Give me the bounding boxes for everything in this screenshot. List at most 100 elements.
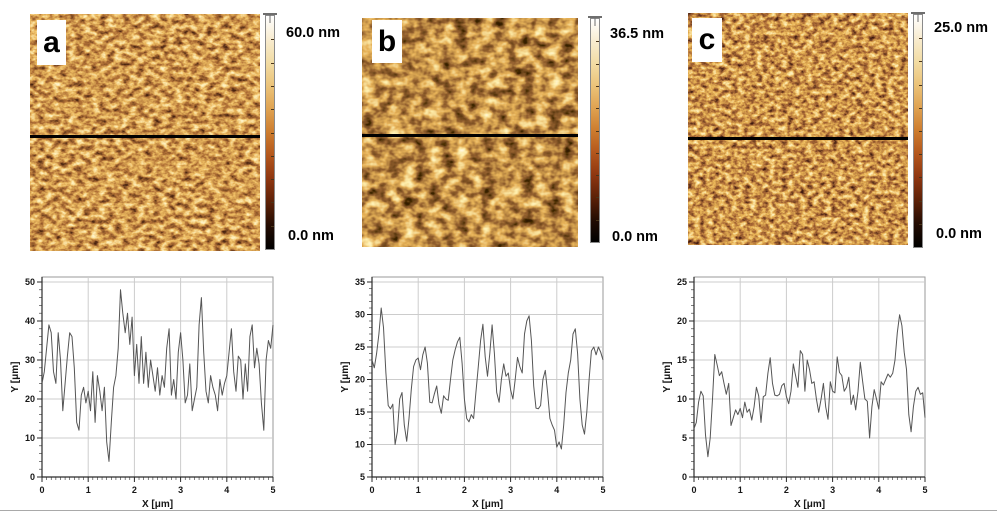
svg-text:4: 4 xyxy=(224,485,229,495)
svg-text:10: 10 xyxy=(25,433,35,443)
colorbar-tick xyxy=(919,200,922,202)
colorbar-tick xyxy=(919,38,922,40)
svg-text:0: 0 xyxy=(39,485,44,495)
svg-text:15: 15 xyxy=(677,355,687,365)
colorbar-tick xyxy=(271,132,274,134)
scale-max-label-c: 25.0 nm xyxy=(934,20,988,36)
panel-letter-b: b xyxy=(377,24,397,58)
svg-text:X [μm]: X [μm] xyxy=(472,499,503,510)
height-colorbar-b xyxy=(588,16,602,243)
svg-text:20: 20 xyxy=(677,316,687,326)
svg-text:3: 3 xyxy=(508,485,513,495)
svg-text:50: 50 xyxy=(25,277,35,287)
svg-text:4: 4 xyxy=(554,485,559,495)
afm-panel-a: a xyxy=(30,14,260,251)
colorbar-tick xyxy=(596,197,599,199)
height-profile-chart-b: 0 1 2 3 4 5 5 10 15 20 25 30 35 X [μm] Y [μm] xyxy=(340,276,606,510)
colorbar-tick xyxy=(919,107,922,109)
svg-text:20: 20 xyxy=(25,394,35,404)
svg-text:5: 5 xyxy=(360,472,365,482)
svg-text:35: 35 xyxy=(355,277,365,287)
height-profile-chart-c: 0 1 2 3 4 5 0 5 10 15 20 25 X [μm] Y [μm] xyxy=(662,276,928,510)
svg-text:3: 3 xyxy=(830,485,835,495)
svg-text:X [μm]: X [μm] xyxy=(142,499,173,510)
svg-text:4: 4 xyxy=(876,485,881,495)
svg-text:1: 1 xyxy=(416,485,421,495)
colorbar-tick xyxy=(271,202,274,204)
afm-panel-b: b xyxy=(362,18,578,247)
svg-text:0: 0 xyxy=(691,485,696,495)
colorbar-tick xyxy=(919,84,922,86)
colorbar-tick xyxy=(596,175,599,177)
colorbar-tick xyxy=(596,108,599,110)
colorbar-tick xyxy=(919,177,922,179)
svg-text:2: 2 xyxy=(784,485,789,495)
svg-text:0: 0 xyxy=(682,472,687,482)
colorbar-tick xyxy=(919,223,922,225)
height-colorbar-c xyxy=(911,12,925,248)
colorbar-tick xyxy=(919,154,922,156)
svg-text:10: 10 xyxy=(355,440,365,450)
scale-max-label-a: 60.0 nm xyxy=(286,25,340,41)
svg-text:15: 15 xyxy=(355,407,365,417)
panel-label-c: c xyxy=(692,18,722,62)
colorbar-tick xyxy=(596,152,599,154)
svg-text:5: 5 xyxy=(270,485,275,495)
svg-text:5: 5 xyxy=(600,485,605,495)
panel-label-b: b xyxy=(372,20,402,63)
scale-min-label-b: 0.0 nm xyxy=(612,229,658,245)
height-colorbar-a xyxy=(263,13,277,250)
svg-text:10: 10 xyxy=(677,394,687,404)
colorbar-tick xyxy=(596,85,599,87)
afm-image-c xyxy=(688,13,908,245)
afm-image-a xyxy=(30,14,260,251)
svg-text:30: 30 xyxy=(25,355,35,365)
svg-text:X [μm]: X [μm] xyxy=(794,499,825,510)
afm-panel-c: c xyxy=(688,13,908,245)
svg-text:25: 25 xyxy=(677,277,687,287)
scan-line-b xyxy=(362,134,578,137)
colorbar-tick xyxy=(919,131,922,132)
svg-text:Y [μm]: Y [μm] xyxy=(10,362,21,393)
colorbar-tick xyxy=(596,41,599,43)
colorbar-tick xyxy=(596,130,599,132)
colorbar-tick xyxy=(271,109,274,111)
scale-max-label-b: 36.5 nm xyxy=(610,26,664,42)
svg-text:2: 2 xyxy=(462,485,467,495)
colorbar-tick xyxy=(596,219,599,221)
svg-text:0: 0 xyxy=(30,472,35,482)
colorbar-cap-a xyxy=(263,13,277,15)
figure-bottom-border xyxy=(0,510,997,511)
panel-letter-c: c xyxy=(698,23,716,56)
panel-letter-a: a xyxy=(43,25,60,59)
svg-text:40: 40 xyxy=(25,316,35,326)
colorbar-tick xyxy=(596,63,599,65)
colorbar-tick xyxy=(271,62,274,64)
scan-line-a xyxy=(30,135,260,138)
colorbar-tick xyxy=(271,225,274,227)
svg-text:20: 20 xyxy=(355,375,365,385)
svg-text:1: 1 xyxy=(738,485,743,495)
colorbar-tick xyxy=(271,85,274,87)
scan-line-c xyxy=(688,137,908,140)
scale-min-label-a: 0.0 nm xyxy=(288,228,334,244)
svg-text:Y [μm]: Y [μm] xyxy=(662,362,673,393)
colorbar-tick xyxy=(271,39,274,41)
panel-label-a: a xyxy=(37,20,66,65)
scale-min-label-c: 0.0 nm xyxy=(936,226,982,242)
colorbar-cap-b xyxy=(588,16,602,18)
colorbar-tick xyxy=(271,179,274,181)
svg-text:1: 1 xyxy=(86,485,91,495)
svg-text:25: 25 xyxy=(355,342,365,352)
colorbar-tick xyxy=(919,61,922,63)
svg-text:5: 5 xyxy=(682,433,687,443)
svg-text:2: 2 xyxy=(132,485,137,495)
svg-text:3: 3 xyxy=(178,485,183,495)
svg-text:5: 5 xyxy=(922,485,927,495)
svg-text:30: 30 xyxy=(355,310,365,320)
svg-text:Y [μm]: Y [μm] xyxy=(340,362,351,393)
colorbar-tick xyxy=(271,155,274,157)
colorbar-cap-c xyxy=(911,12,925,14)
